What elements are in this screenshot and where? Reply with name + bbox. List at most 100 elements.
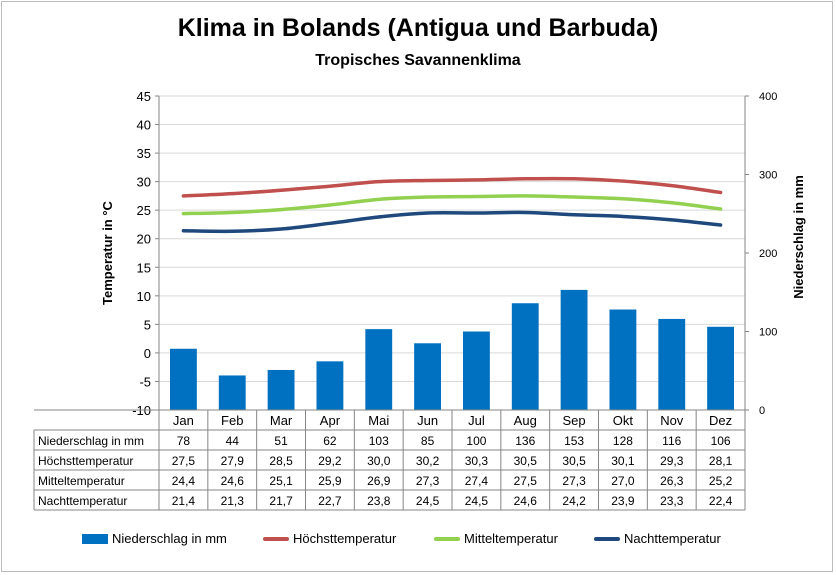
data-label: 30,5	[562, 454, 586, 468]
bar-precipitation	[658, 318, 686, 410]
x-tick-label: Feb	[221, 413, 243, 428]
x-tick-label: Jan	[173, 413, 194, 428]
data-label: 23,9	[611, 494, 635, 508]
data-label: 51	[274, 434, 288, 448]
bar-precipitation	[316, 361, 344, 410]
line-mean-temp	[181, 194, 723, 216]
data-label: 22,4	[709, 494, 733, 508]
data-label: 23,8	[367, 494, 391, 508]
data-label: 26,9	[367, 474, 391, 488]
legend-swatch-precipitation	[82, 533, 108, 544]
data-label: 136	[515, 434, 535, 448]
data-label: 78	[177, 434, 191, 448]
bar-precipitation	[707, 326, 735, 410]
x-tick-label: Dez	[709, 413, 732, 428]
data-label: 24,6	[514, 494, 538, 508]
data-label: 128	[613, 434, 633, 448]
data-label: 27,3	[562, 474, 586, 488]
legend-item-night-temp: Nachttemperatur	[594, 531, 721, 546]
legend-swatch-night-temp	[594, 536, 620, 541]
legend-label-max-temp: Höchsttemperatur	[293, 531, 397, 546]
x-tick-label: Aug	[514, 413, 537, 428]
legend-label-precipitation: Niederschlag in mm	[112, 531, 227, 546]
y2-tick-label: 100	[759, 327, 777, 339]
chart-subtitle: Tropisches Savannenklima	[315, 52, 521, 69]
data-label: 27,3	[416, 474, 440, 488]
legend-item-mean-temp: Mitteltemperatur	[434, 531, 558, 546]
bar-precipitation	[462, 331, 490, 410]
data-label: 24,5	[465, 494, 489, 508]
data-label: 25,2	[709, 474, 733, 488]
data-label: 153	[564, 434, 584, 448]
data-label: 28,1	[709, 454, 733, 468]
data-label: 30,2	[416, 454, 440, 468]
x-tick-label: Nov	[660, 413, 684, 428]
data-label: 27,0	[611, 474, 635, 488]
legend-swatch-max-temp	[263, 536, 289, 541]
legend-item-max-temp: Höchsttemperatur	[263, 531, 396, 546]
data-label: 27,9	[221, 454, 245, 468]
y-tick-label: 5	[144, 317, 151, 332]
y-tick-label: 10	[137, 289, 151, 304]
bar-precipitation	[365, 329, 393, 410]
data-label: 28,5	[269, 454, 293, 468]
table-row-label: Mitteltemperatur	[38, 474, 125, 488]
data-label: 24,2	[562, 494, 586, 508]
data-label: 106	[711, 434, 731, 448]
table-row-label: Nachttemperatur	[38, 494, 127, 508]
data-label: 44	[226, 434, 240, 448]
data-label: 85	[421, 434, 435, 448]
line-max-temp	[181, 176, 723, 198]
legend-label-night-temp: Nachttemperatur	[624, 531, 721, 546]
data-label: 25,1	[269, 474, 293, 488]
table-row-label: Niederschlag in mm	[38, 434, 144, 448]
bar-precipitation	[169, 348, 197, 410]
data-label: 30,5	[514, 454, 538, 468]
data-label: 21,4	[172, 494, 196, 508]
table-row-label: Höchsttemperatur	[38, 454, 133, 468]
data-label: 62	[323, 434, 337, 448]
data-label: 22,7	[318, 494, 342, 508]
x-tick-label: Sep	[563, 413, 586, 428]
data-label: 21,7	[269, 494, 293, 508]
y-tick-label: 0	[144, 346, 151, 361]
bar-precipitation	[609, 309, 637, 410]
y2-tick-label: 200	[759, 248, 777, 260]
data-label: 116	[662, 434, 681, 448]
chart-title: Klima in Bolands (Antigua und Barbuda)	[177, 14, 659, 42]
y-tick-label: 40	[137, 118, 151, 133]
data-label: 27,5	[514, 474, 538, 488]
y-tick-label: 35	[137, 146, 151, 161]
y-tick-label: 20	[137, 232, 151, 247]
x-tick-label: Apr	[320, 413, 341, 428]
bar-precipitation	[218, 375, 246, 410]
data-label: 25,9	[318, 474, 342, 488]
legend-item-precipitation: Niederschlag in mm	[82, 531, 227, 546]
data-label: 100	[466, 434, 486, 448]
y-tick-label: 15	[137, 260, 151, 275]
data-label: 21,3	[221, 494, 245, 508]
data-label: 23,3	[660, 494, 684, 508]
x-tick-label: Mai	[368, 413, 389, 428]
x-tick-label: Jun	[417, 413, 438, 428]
y-tick-label: -5	[139, 374, 151, 389]
x-tick-label: Mar	[270, 413, 293, 428]
legend-swatch-mean-temp	[434, 536, 460, 541]
data-label: 30,3	[465, 454, 489, 468]
data-label: 29,2	[318, 454, 342, 468]
bar-precipitation	[511, 303, 539, 410]
legend-label-mean-temp: Mitteltemperatur	[464, 531, 558, 546]
data-label: 103	[369, 434, 389, 448]
data-label: 27,4	[465, 474, 489, 488]
data-label: 24,4	[172, 474, 196, 488]
data-label: 30,1	[611, 454, 635, 468]
data-label: 26,3	[660, 474, 684, 488]
data-label: 24,6	[221, 474, 245, 488]
bar-precipitation	[414, 343, 442, 410]
bar-precipitation	[560, 289, 588, 410]
y-axis-title: Temperatur in °C	[100, 200, 115, 305]
y-tick-label: 30	[137, 175, 151, 190]
y2-tick-label: 300	[759, 170, 777, 182]
y-tick-label: 45	[137, 89, 151, 104]
